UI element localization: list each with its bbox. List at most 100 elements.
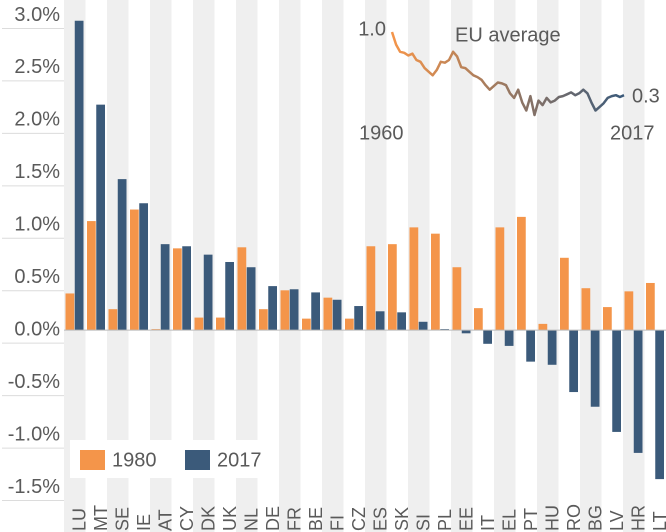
end-value-label: 0.3 — [632, 85, 660, 107]
x-tick-label: LU — [70, 508, 90, 531]
category-band — [408, 0, 430, 532]
y-tick-label: 0.0% — [14, 318, 60, 340]
bar — [483, 330, 492, 344]
x-tick-label: NL — [242, 508, 262, 531]
bar — [538, 323, 548, 331]
x-tick-label: UK — [220, 506, 240, 531]
y-tick-label: 1.5% — [14, 161, 60, 183]
inset-title: EU average — [455, 24, 561, 46]
category-band — [279, 0, 301, 532]
bar — [173, 248, 182, 331]
bar — [388, 244, 397, 331]
x-tick-label: CZ — [349, 507, 369, 531]
bar — [646, 282, 655, 331]
legend-swatch — [80, 450, 105, 470]
bar — [440, 329, 449, 331]
legend-label: 2017 — [217, 449, 262, 471]
x-tick-label: ES — [371, 507, 391, 531]
bar — [108, 309, 118, 331]
x-tick-label: AT — [156, 509, 176, 531]
bar — [160, 244, 170, 331]
bar — [225, 261, 234, 331]
bar — [87, 221, 96, 331]
bar — [354, 306, 363, 331]
bar — [117, 179, 127, 331]
bar — [581, 288, 591, 331]
bar — [397, 312, 406, 331]
bar — [194, 317, 204, 331]
y-tick-label: 2.5% — [14, 56, 60, 78]
bar — [74, 20, 84, 331]
category-band — [494, 0, 516, 532]
bar — [431, 233, 440, 331]
x-tick-label: RO — [564, 504, 584, 531]
bar — [603, 307, 612, 331]
x-tick-label: SK — [392, 507, 412, 531]
bar — [655, 330, 664, 480]
bar — [237, 247, 247, 331]
start-year-label: 1960 — [359, 122, 404, 144]
bar — [332, 299, 342, 331]
category-band — [365, 0, 387, 532]
bar — [409, 227, 419, 331]
category-band — [580, 0, 602, 532]
eu-average-line — [390, 31, 625, 117]
y-tick-label: 3.0% — [14, 4, 60, 26]
x-tick-label: BE — [306, 507, 326, 531]
start-value-label: 1.0 — [358, 18, 386, 40]
bar — [461, 330, 471, 334]
legend: 1980 2017 — [70, 440, 270, 478]
bar — [418, 321, 428, 331]
bar — [633, 330, 643, 453]
bar — [517, 216, 526, 331]
bar — [547, 330, 557, 365]
bar — [203, 254, 213, 331]
category-band — [236, 0, 258, 532]
bar — [526, 330, 535, 362]
bar — [130, 209, 139, 331]
end-year-label: 2017 — [610, 122, 655, 144]
bar — [289, 289, 299, 331]
x-tick-label: HU — [543, 505, 563, 531]
x-tick-label: CY — [177, 506, 197, 531]
y-tick-label: -0.5% — [8, 371, 60, 393]
bar — [375, 311, 385, 331]
bar — [182, 246, 191, 331]
y-tick-label: 2.0% — [14, 109, 60, 131]
x-tick-label: EE — [457, 507, 477, 531]
bar — [96, 104, 105, 331]
bar — [280, 290, 290, 331]
x-tick-label: FI — [328, 515, 348, 531]
x-tick-label: DK — [199, 506, 219, 531]
bar — [139, 203, 148, 331]
x-tick-label: SE — [113, 507, 133, 531]
bar — [323, 297, 333, 331]
x-tick-label: HR — [629, 505, 649, 531]
category-band — [537, 0, 559, 532]
bar — [259, 309, 268, 331]
bar — [569, 330, 578, 393]
x-tick-label: MT — [91, 505, 111, 531]
bar — [452, 267, 462, 331]
bar — [495, 227, 505, 331]
x-tick-label: PL — [435, 509, 455, 531]
x-tick-label: LT — [650, 511, 666, 531]
category-band — [322, 0, 344, 532]
bar — [216, 317, 225, 331]
x-tick-label: BG — [586, 505, 606, 531]
bar — [624, 291, 634, 331]
x-tick-label: SI — [414, 514, 434, 531]
bar — [474, 308, 483, 331]
bar — [151, 329, 161, 331]
y-tick-label: 0.5% — [14, 266, 60, 288]
x-tick-label: LV — [607, 510, 627, 531]
bar — [504, 330, 514, 346]
x-tick-label: PT — [521, 508, 541, 531]
bar — [612, 330, 621, 432]
bar — [311, 292, 320, 331]
bar — [246, 267, 256, 331]
legend-swatch — [185, 450, 210, 470]
bar — [345, 318, 354, 331]
y-tick-label: 1.0% — [14, 214, 60, 236]
